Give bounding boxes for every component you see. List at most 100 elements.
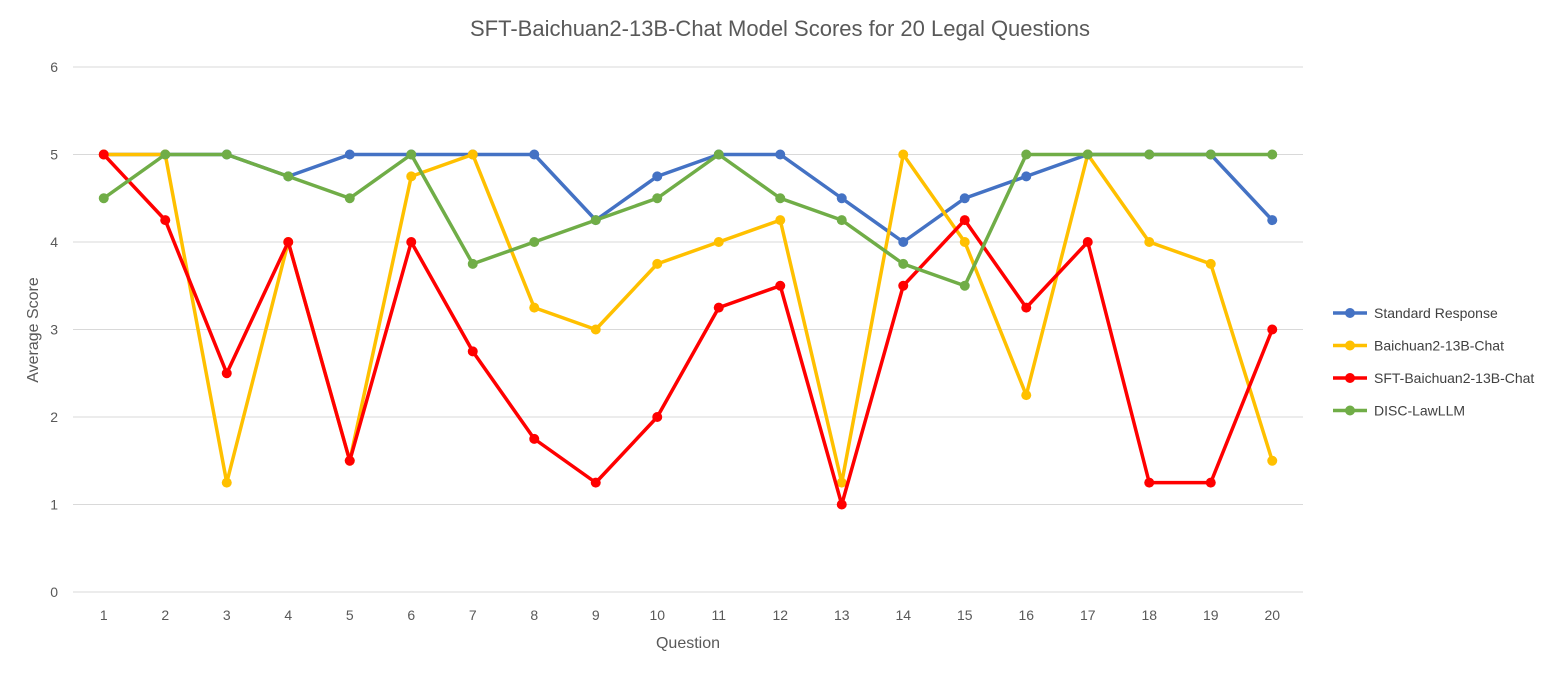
x-tick-label: 19	[1203, 607, 1219, 623]
data-point	[1267, 149, 1278, 160]
data-point	[406, 149, 417, 160]
x-tick-label: 2	[161, 607, 169, 623]
x-tick-label: 6	[407, 607, 415, 623]
x-tick-label: 1	[100, 607, 108, 623]
data-point	[959, 237, 970, 247]
y-tick-label: 1	[50, 497, 58, 513]
data-point	[467, 258, 478, 269]
legend-label: DISC-LawLLM	[1374, 403, 1465, 419]
x-tick-label: 4	[284, 607, 292, 623]
data-point	[344, 193, 355, 204]
legend-swatch-marker	[1345, 308, 1355, 318]
legend-swatch-marker	[1345, 373, 1355, 383]
data-point	[406, 171, 417, 182]
x-tick-label: 11	[711, 607, 726, 623]
data-point	[1021, 149, 1032, 160]
data-point	[344, 149, 355, 160]
y-tick-label: 2	[50, 409, 58, 425]
legend-label: SFT-Baichuan2-13B-Chat	[1374, 370, 1534, 386]
data-point	[1144, 477, 1155, 488]
legend: Standard Response Baichuan2-13B-Chat SFT-B…	[1333, 305, 1534, 419]
data-point	[713, 302, 724, 313]
data-point	[898, 280, 909, 291]
data-point	[283, 237, 294, 247]
x-tick-label: 20	[1264, 607, 1280, 623]
data-point	[652, 171, 663, 182]
data-point	[898, 237, 909, 247]
y-tick-label: 0	[50, 584, 58, 600]
x-tick-label: 5	[346, 607, 354, 623]
chart-title: SFT-Baichuan2-13B-Chat Model Scores for …	[470, 16, 1090, 41]
x-tick-label: 17	[1080, 607, 1096, 623]
legend-item: SFT-Baichuan2-13B-Chat	[1333, 370, 1534, 386]
data-point	[283, 171, 294, 182]
legend-label: Standard Response	[1374, 305, 1498, 321]
data-point	[590, 324, 601, 335]
series-line	[103, 152, 1274, 485]
data-point	[898, 258, 909, 269]
x-tick-label: 18	[1141, 607, 1157, 623]
y-tick-label: 4	[50, 234, 58, 250]
data-point	[221, 368, 232, 379]
series-line	[102, 152, 1273, 288]
data-point	[898, 149, 909, 160]
data-point	[1021, 390, 1032, 401]
x-axis-label: Question	[656, 635, 720, 652]
data-point	[836, 477, 847, 488]
x-tick-label: 9	[592, 607, 600, 623]
data-point	[1205, 149, 1216, 160]
data-point	[1267, 455, 1278, 466]
data-point	[1205, 258, 1216, 269]
x-tick-label: 3	[223, 607, 231, 623]
x-tick-label: 10	[649, 607, 665, 623]
data-point	[959, 215, 970, 226]
x-tick-label: 13	[834, 607, 850, 623]
data-point	[1021, 302, 1032, 313]
data-point	[529, 433, 540, 444]
y-tick-label: 6	[50, 59, 58, 75]
legend-swatch-marker	[1345, 405, 1355, 416]
series-line	[103, 152, 1274, 244]
data-point	[1267, 324, 1278, 335]
series-1	[98, 149, 1278, 488]
data-point	[529, 149, 540, 160]
data-point	[590, 215, 601, 226]
x-tick-label: 15	[957, 607, 973, 623]
series-0	[98, 149, 1278, 247]
y-axis-ticks: 0 1 2 3 4 5 6	[50, 59, 58, 600]
series-2	[98, 149, 1278, 510]
data-point	[529, 302, 540, 313]
data-point	[775, 193, 786, 204]
gridlines	[73, 66, 1303, 593]
data-point	[959, 193, 970, 204]
data-point	[467, 346, 478, 357]
data-point	[160, 215, 171, 226]
data-point	[1021, 171, 1032, 182]
x-tick-label: 12	[772, 607, 788, 623]
data-point	[836, 193, 847, 204]
y-tick-label: 3	[50, 322, 58, 338]
data-point	[1205, 477, 1216, 488]
x-tick-label: 16	[1018, 607, 1034, 623]
x-tick-label: 7	[469, 607, 477, 623]
data-point	[775, 149, 786, 160]
data-point	[959, 280, 970, 291]
data-point	[221, 149, 232, 160]
x-axis-ticks: 1 2 3 4 5 6 7 8 9 10 11 12 13 14 15 16 17 18 19 20	[100, 607, 1280, 623]
data-point	[775, 215, 786, 226]
series-line	[102, 153, 1274, 507]
data-point	[652, 258, 663, 269]
data-point	[652, 193, 663, 204]
series-3	[98, 149, 1278, 291]
data-point	[1082, 149, 1093, 160]
legend-label: Baichuan2-13B-Chat	[1374, 338, 1504, 354]
data-point	[1082, 237, 1093, 247]
legend-swatch-marker	[1345, 340, 1355, 351]
data-point	[713, 149, 724, 160]
data-point	[160, 149, 171, 160]
x-tick-label: 14	[895, 607, 911, 623]
legend-item: Standard Response	[1333, 305, 1498, 321]
data-point	[529, 237, 540, 247]
